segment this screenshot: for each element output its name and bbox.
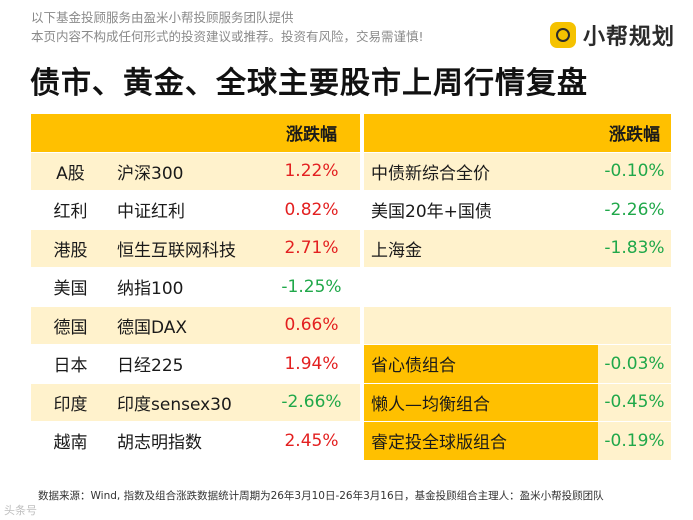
portfolio-name-cell: 懒人—均衡组合 [364,383,598,422]
market-cell: 美国 [31,268,110,307]
index-cell: 印度sensex30 [110,383,263,422]
table-row: 美国 纳指100 -1.25% [31,268,671,307]
market-cell: 日本 [31,345,110,384]
header-cell-empty [31,114,110,153]
page-title: 债市、黄金、全球主要股市上周行情复盘 [30,66,588,101]
portfolio-change-cell: -0.45% [598,383,671,422]
change-cell: 0.66% [263,306,360,345]
market-cell: A股 [31,152,110,191]
table-row: 日本 日经225 1.94% 省心债组合 -0.03% [31,345,671,384]
market-cell: 红利 [31,191,110,230]
asset-change-cell: -0.10% [598,152,671,191]
asset-name-cell [364,306,598,345]
portfolio-change-cell: -0.03% [598,345,671,384]
brand-logo-icon [549,22,576,48]
data-source-note: 数据来源：Wind, 指数及组合涨跌数据统计周期为26年3月10日-26年3月1… [38,490,604,502]
table-header-row: 涨跌幅 涨跌幅 [31,114,671,153]
portfolio-change-cell: -0.19% [598,422,671,461]
disclaimer-line-2: 本页内容不构成任何形式的投资建议或推荐。投资有风险，交易需谨慎! [31,29,424,44]
change-cell: -1.25% [263,268,360,307]
change-cell: 2.45% [263,422,360,461]
index-cell: 中证红利 [110,191,263,230]
portfolio-name-cell: 睿定投全球版组合 [364,422,598,461]
header-cell-empty [110,114,263,153]
change-cell: -2.66% [263,383,360,422]
asset-name-cell [364,268,598,307]
index-cell: 纳指100 [110,268,263,307]
asset-change-cell [598,306,671,345]
header-change-1: 涨跌幅 [263,114,360,153]
market-cell: 印度 [31,383,110,422]
market-cell: 德国 [31,306,110,345]
market-review-table: 涨跌幅 涨跌幅 A股 沪深300 1.22% 中债新综合全价 -0.10% 红利… [31,114,671,461]
asset-change-cell: -1.83% [598,229,671,268]
asset-name-cell: 上海金 [364,229,598,268]
asset-change-cell: -2.26% [598,191,671,230]
portfolio-name-cell: 省心债组合 [364,345,598,384]
index-cell: 日经225 [110,345,263,384]
table-row: 越南 胡志明指数 2.45% 睿定投全球版组合 -0.19% [31,422,671,461]
asset-change-cell [598,268,671,307]
asset-name-cell: 美国20年+国债 [364,191,598,230]
table-row: 港股 恒生互联网科技 2.71% 上海金 -1.83% [31,229,671,268]
header-cell-empty [364,114,598,153]
index-cell: 胡志明指数 [110,422,263,461]
brand-logo: 小帮规划 [549,18,675,52]
change-cell: 1.94% [263,345,360,384]
index-cell: 沪深300 [110,152,263,191]
table-row: 红利 中证红利 0.82% 美国20年+国债 -2.26% [31,191,671,230]
disclaimer: 以下基金投顾服务由盈米小帮投顾服务团队提供 本页内容不构成任何形式的投资建议或推… [31,8,491,46]
header-change-2: 涨跌幅 [598,114,671,153]
index-cell: 恒生互联网科技 [110,229,263,268]
change-cell: 2.71% [263,229,360,268]
disclaimer-line-1: 以下基金投顾服务由盈米小帮投顾服务团队提供 [31,10,294,25]
brand-name: 小帮规划 [582,25,675,50]
corner-watermark: 头条号 [4,504,37,517]
table-row: A股 沪深300 1.22% 中债新综合全价 -0.10% [31,152,671,191]
change-cell: 1.22% [263,152,360,191]
market-cell: 越南 [31,422,110,461]
table-row: 德国 德国DAX 0.66% [31,306,671,345]
asset-name-cell: 中债新综合全价 [364,152,598,191]
table-row: 印度 印度sensex30 -2.66% 懒人—均衡组合 -0.45% [31,383,671,422]
market-cell: 港股 [31,229,110,268]
change-cell: 0.82% [263,191,360,230]
index-cell: 德国DAX [110,306,263,345]
